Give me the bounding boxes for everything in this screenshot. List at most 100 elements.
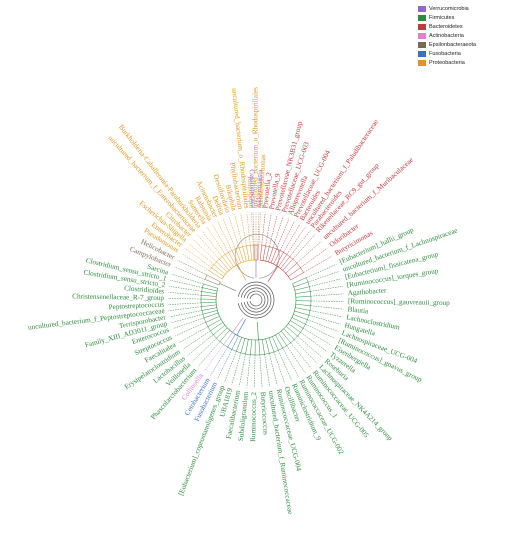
taxon-label: Ruminococcus_2: [249, 392, 258, 442]
branch: [286, 345, 306, 374]
branch: [261, 212, 266, 246]
branch: [210, 347, 228, 376]
legend-item: Fusobacteria: [418, 49, 510, 58]
branch: [289, 230, 311, 257]
legend-label: Actinobacteria: [429, 32, 464, 39]
branch: [217, 349, 233, 380]
branch: [252, 245, 255, 261]
legend-item: Epsilonbacteraeota: [418, 40, 510, 49]
branch: [307, 319, 339, 332]
branch: [217, 220, 233, 251]
branch: [257, 212, 260, 246]
branch: [294, 339, 318, 364]
branch: [275, 334, 283, 349]
branch: [293, 281, 309, 288]
legend-label: Firmicutes: [429, 14, 455, 21]
branch: [231, 352, 242, 385]
branch: [297, 335, 323, 358]
branch: [231, 250, 239, 265]
legend-label: Proteobacteria: [429, 59, 465, 66]
branch: [278, 254, 287, 267]
taxon-label: Clostridioides: [124, 284, 165, 296]
branch-arc: [234, 234, 280, 279]
branch: [257, 245, 260, 261]
branch: [306, 263, 337, 278]
taxon-label: Stenotrophomonas: [256, 154, 267, 208]
taxon-label: uncultured_bacterium_f_Enterobacteriacea…: [107, 134, 198, 234]
branch: [213, 264, 226, 275]
branch: [168, 298, 202, 300]
branch: [308, 314, 341, 325]
branch: [250, 245, 253, 261]
legend-swatch: [418, 5, 426, 12]
branch: [310, 285, 343, 292]
branch: [236, 337, 242, 352]
branch: [290, 320, 304, 329]
tree-branches: [168, 212, 344, 388]
branch: [264, 354, 271, 387]
branch: [309, 310, 343, 318]
branch: [278, 350, 293, 381]
branch: [228, 252, 237, 266]
branch: [265, 338, 270, 354]
branch: [300, 332, 328, 352]
branch: [242, 246, 247, 262]
branch-arc: [261, 245, 304, 273]
branch: [168, 306, 202, 311]
branch: [280, 330, 291, 343]
branch: [223, 332, 233, 345]
branch: [182, 330, 211, 350]
legend-label: Fusobacteria: [429, 50, 461, 57]
branch: [192, 338, 217, 362]
branch: [283, 223, 301, 253]
branch: [238, 353, 246, 387]
branch: [236, 319, 246, 336]
branch: [295, 307, 311, 311]
branch: [292, 234, 316, 260]
legend-label: Bacteroidetes: [429, 23, 463, 30]
branch: [219, 258, 230, 271]
taxon-label: Akkermansia: [255, 169, 264, 208]
taxon-label: uncultured_bacterium_o_Rhodospirillales: [252, 87, 260, 208]
branch: [288, 267, 301, 277]
branch: [246, 245, 250, 261]
branch: [254, 354, 256, 388]
branch: [237, 264, 247, 281]
branch: [310, 293, 344, 297]
branch: [204, 344, 224, 372]
branch: [269, 353, 278, 386]
legend-item: Bacteroidetes: [418, 22, 510, 31]
branch: [309, 278, 342, 287]
branch: [295, 303, 311, 306]
branch: [210, 322, 223, 331]
branch: [201, 304, 217, 307]
legend-swatch: [418, 50, 426, 57]
branch: [275, 252, 284, 266]
branch: [219, 283, 237, 292]
branch: [294, 310, 309, 316]
branch: [169, 285, 202, 292]
branch: [188, 243, 215, 265]
legend-swatch: [418, 32, 426, 39]
branch: [240, 338, 246, 353]
branch: [258, 339, 261, 355]
branch: [235, 248, 242, 264]
branch: [310, 305, 344, 310]
branch: [171, 274, 204, 285]
branch: [203, 312, 219, 319]
branch: [201, 230, 223, 257]
branch: [262, 339, 265, 355]
branch: [246, 354, 251, 388]
branch: [170, 313, 203, 324]
branch: [259, 245, 262, 261]
branch: [272, 336, 279, 351]
branch: [222, 218, 236, 250]
branch-arc: [240, 284, 272, 316]
legend-swatch: [418, 23, 426, 30]
branch: [169, 310, 203, 318]
branch: [246, 212, 251, 246]
branch: [168, 302, 202, 305]
branch: [205, 316, 220, 323]
branch: [252, 212, 255, 246]
branch: [170, 279, 203, 288]
